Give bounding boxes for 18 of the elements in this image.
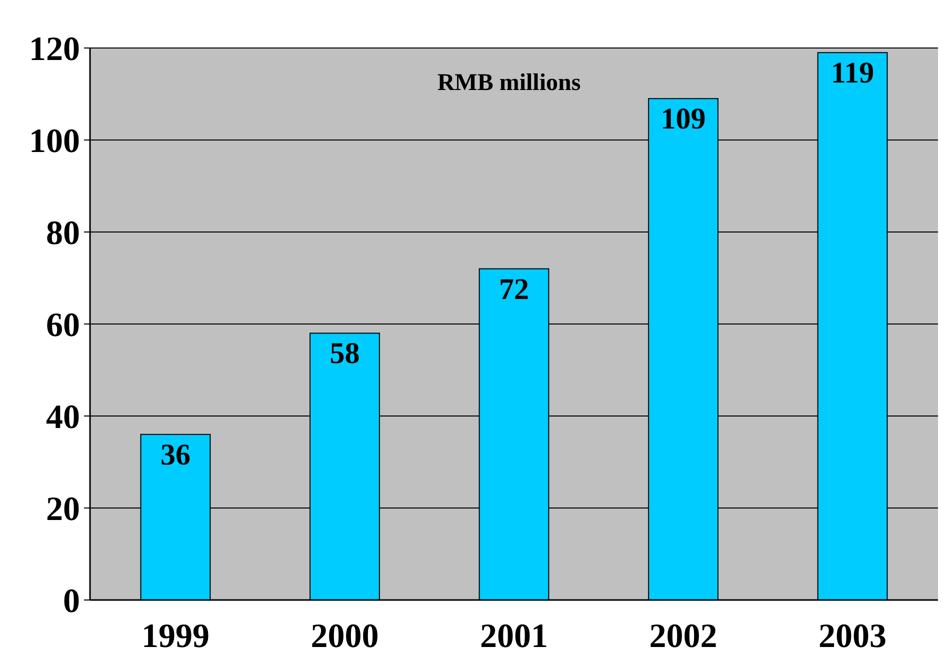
x-tick-label: 1999	[141, 618, 210, 655]
x-tick-label: 2000	[310, 618, 379, 655]
y-tick-label: 40	[46, 398, 80, 436]
data-label: 72	[499, 272, 529, 306]
y-tick-label: 60	[46, 306, 80, 344]
data-label: 109	[660, 102, 706, 136]
x-tick-label: 2001	[480, 618, 548, 655]
y-tick-label: 0	[63, 582, 80, 620]
y-tick-label: 100	[29, 122, 80, 160]
data-label: 36	[160, 438, 190, 472]
x-tick-label: 2002	[649, 618, 718, 655]
y-tick-label: 120	[29, 30, 80, 68]
data-label: 119	[830, 56, 874, 90]
data-label: 58	[330, 337, 360, 370]
annotation: RMB millions	[437, 70, 581, 96]
y-tick-label: 80	[46, 214, 80, 252]
x-tick-label: 2003	[818, 618, 887, 655]
y-tick-label: 20	[46, 490, 80, 528]
